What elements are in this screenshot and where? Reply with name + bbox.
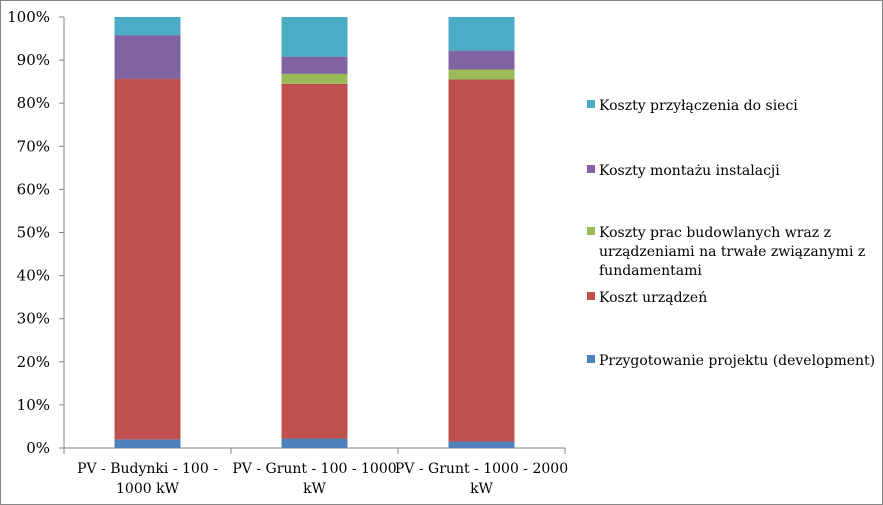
y-tick-label: 90% (17, 51, 50, 69)
bar-segment (114, 35, 181, 80)
x-category-label: 1000 kW (116, 481, 180, 497)
x-category-label: kW (470, 481, 493, 497)
bar-segment (448, 50, 515, 70)
legend-label: Koszty przyłączenia do sieci (599, 98, 798, 114)
y-tick-label: 30% (17, 310, 50, 328)
legend-swatch (587, 292, 595, 300)
bar-segment (281, 73, 348, 84)
bar-segment (448, 441, 515, 448)
y-tick-label: 50% (17, 224, 50, 242)
y-tick-label: 0% (26, 439, 50, 457)
bar-segment (114, 439, 181, 448)
y-tick-label: 10% (17, 396, 50, 414)
y-tick-label: 80% (17, 94, 50, 112)
x-category-label: PV - Grunt - 100 - 1000 (232, 461, 396, 477)
y-tick-label: 60% (17, 180, 50, 198)
bar-segment (114, 17, 181, 36)
y-tick-label: 70% (17, 137, 50, 155)
legend-swatch (587, 227, 595, 235)
legend-label: Koszty prac budowlanych wraz z (599, 225, 831, 241)
bar-segment (281, 83, 348, 439)
legend-swatch (587, 355, 595, 363)
bar-segment (281, 56, 348, 74)
legend-label: Koszty montażu instalacji (599, 163, 780, 179)
bar-segment (448, 79, 515, 442)
legend-label: urządzeniami na trwałe związanymi z (599, 244, 865, 260)
x-category-label: kW (303, 481, 326, 497)
bar-segment (114, 79, 181, 440)
legend-label: fundamentami (599, 263, 702, 279)
x-category-label: PV - Budynki - 100 - (77, 461, 218, 477)
y-tick-label: 100% (7, 8, 50, 26)
legend-label: Przygotowanie projektu (development) (599, 353, 875, 369)
legend-swatch (587, 100, 595, 108)
legend-swatch (587, 165, 595, 173)
y-tick-label: 40% (17, 267, 50, 285)
bar-segment (281, 17, 348, 57)
bar-segment (448, 69, 515, 80)
bar-segment (448, 17, 515, 51)
bar-segment (281, 438, 348, 448)
y-tick-label: 20% (17, 353, 50, 371)
legend-label: Koszt urządzeń (599, 290, 707, 306)
x-category-label: PV - Grunt - 1000 - 2000 (395, 461, 568, 477)
